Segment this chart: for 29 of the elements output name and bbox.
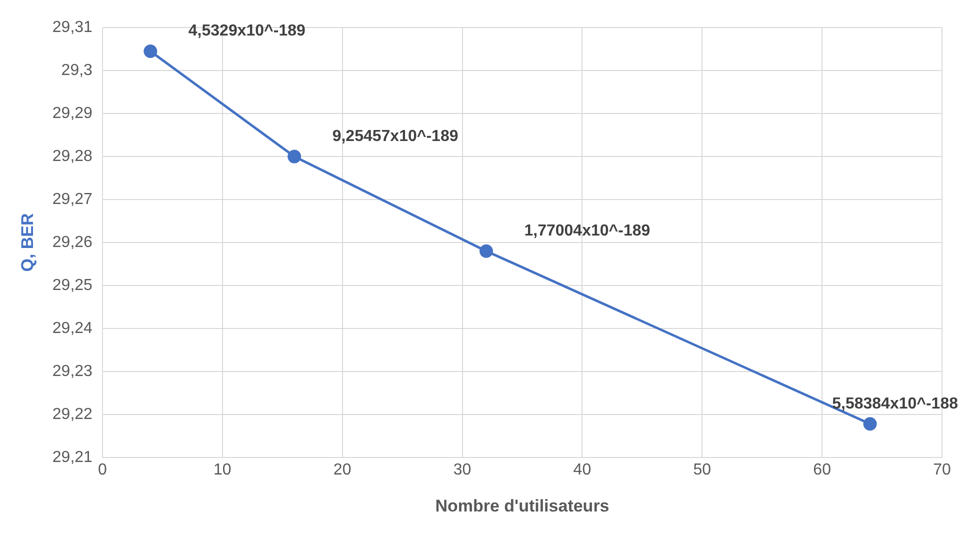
annotation: 1,77004x10^-189 bbox=[524, 222, 650, 240]
x-tick-label: 40 bbox=[573, 461, 592, 478]
y-tick-label: 29,25 bbox=[52, 276, 93, 294]
y-tick-label: 29,22 bbox=[52, 406, 93, 423]
x-tick-label: 60 bbox=[813, 461, 832, 478]
x-tick-label: 20 bbox=[333, 461, 352, 478]
x-tick-label: 50 bbox=[693, 461, 712, 478]
annotation: 5,58384x10^-188 bbox=[832, 395, 958, 412]
y-tick-label: 29,28 bbox=[52, 148, 93, 165]
annotation: 4,5329x10^-189 bbox=[188, 22, 306, 40]
x-tick-label: 70 bbox=[933, 461, 951, 478]
point bbox=[863, 417, 877, 431]
point bbox=[144, 44, 158, 58]
y-tick-label: 29,3 bbox=[61, 62, 93, 79]
y-tick-label: 29,21 bbox=[52, 448, 93, 466]
y-tick-label: 29,29 bbox=[52, 104, 93, 122]
y-tick-label: 29,24 bbox=[52, 320, 93, 337]
y-tick-label: 29,27 bbox=[52, 190, 93, 208]
x-tick-label: 10 bbox=[213, 461, 232, 478]
x-axis-title: Nombre d'utilisateurs bbox=[435, 496, 610, 516]
y-tick-label: 29,23 bbox=[52, 362, 93, 380]
point bbox=[479, 244, 493, 258]
annotation: 9,25457x10^-189 bbox=[332, 128, 458, 145]
y-axis-title: Q, BER bbox=[18, 213, 37, 272]
x-tick-label: 0 bbox=[98, 461, 107, 478]
y-tick-label: 29,26 bbox=[52, 234, 93, 251]
x-tick-label: 30 bbox=[453, 461, 472, 478]
point bbox=[288, 150, 302, 164]
y-tick-label: 29,31 bbox=[52, 19, 93, 36]
